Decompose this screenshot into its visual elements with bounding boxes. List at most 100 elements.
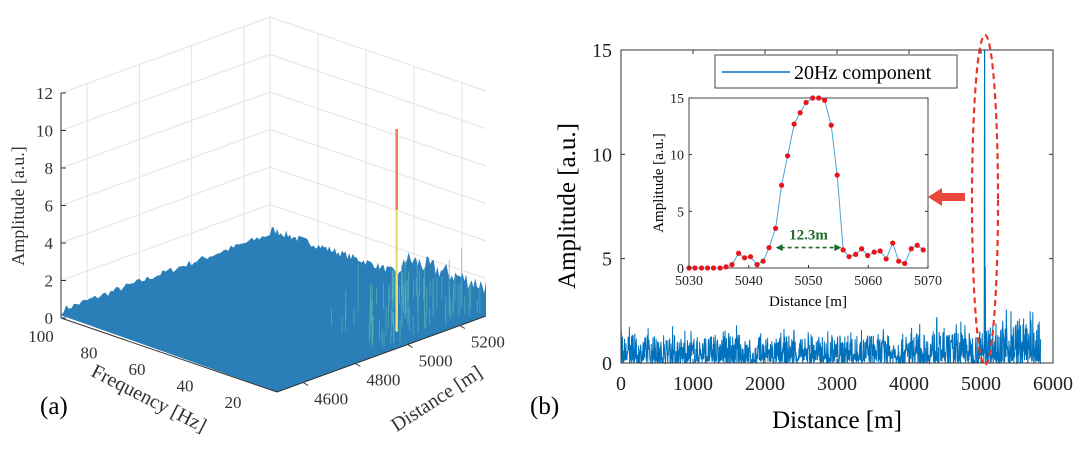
annotation-label: 12.3m (789, 228, 828, 244)
x-tick-label: 5000 (961, 373, 1001, 395)
z-tick-label: 10 (36, 122, 53, 141)
inset-data-point (877, 248, 883, 254)
distance-tick-label: 5000 (419, 352, 453, 371)
inset-data-point (914, 242, 920, 248)
distance-tick (459, 325, 466, 329)
inset-data-point (908, 246, 914, 252)
panel-label-b: (b) (530, 393, 559, 420)
distance-tick (407, 344, 413, 348)
inset-data-point (704, 265, 711, 271)
frequency-tick-label: 80 (81, 343, 98, 362)
frequency-tick-label: 20 (225, 393, 242, 412)
inset-data-point (735, 250, 742, 256)
inset-data-point (853, 251, 859, 257)
x-tick-label: 1000 (673, 373, 713, 395)
inset-data-point (729, 262, 735, 268)
inset-data-point (822, 97, 828, 103)
x-tick-label: 0 (616, 373, 626, 395)
frequency-tick-label: 60 (129, 360, 146, 379)
inset-y-tick-label: 0 (677, 262, 684, 277)
main-y-axis-title: Amplitude [a.u.] (554, 123, 581, 289)
inset-data-point (810, 95, 816, 101)
inset-background (688, 97, 929, 269)
inset-data-point (791, 121, 797, 127)
inset-x-axis-title: Distance [m] (769, 294, 847, 310)
frequency-tick-label: 40 (177, 376, 194, 395)
line-plot-main: 0 1000 2000 3000 4000 5000 6000 0 5 10 15 Distance… (554, 33, 1073, 434)
inset-data-point (865, 252, 871, 259)
inset-x-tick-label: 5060 (854, 274, 882, 289)
legend: 20Hz component (714, 54, 958, 89)
inset-data-point (747, 254, 754, 260)
y-axis-title: Distance [m] (387, 361, 486, 436)
z-tick-label: 8 (45, 159, 54, 178)
inset-data-point (773, 225, 779, 231)
main-x-axis-title: Distance [m] (772, 407, 902, 434)
inset-data-point (902, 260, 908, 267)
surface-3d (61, 129, 486, 392)
inset-data-point (834, 172, 840, 178)
highlight-ellipse (970, 33, 1000, 367)
z-axis-title: Amplitude [a.u.] (8, 146, 28, 265)
surface-plot-3d: 0 2 4 6 8 10 12 100 80 60 40 20 4600 4800 5000 5200 Amp… (8, 16, 505, 437)
inset-y-tick-label: 10 (670, 149, 684, 164)
inset-ticks: 5030 5040 5050 5060 5070 0 5 10 15 (670, 92, 942, 289)
grid-line (60, 128, 487, 206)
inset-data-point (754, 262, 760, 268)
inset-data-point (784, 153, 791, 159)
distance-tick-label: 5200 (471, 333, 505, 352)
z-tick-label: 4 (45, 234, 54, 253)
inset-x-tick-label: 5040 (735, 274, 763, 289)
inset-data-point (828, 122, 834, 128)
inset-data-point (779, 182, 785, 188)
inset-data-point (890, 240, 896, 246)
main-ticks: 0 1000 2000 3000 4000 5000 6000 0 5 10 15 (592, 40, 1073, 395)
pointer-arrow (928, 188, 965, 206)
inset-x-tick-label: 5070 (914, 274, 942, 289)
grid-line (60, 16, 487, 94)
series-20hz-line (620, 49, 1042, 365)
inset-data-point (840, 247, 846, 253)
inset-x-tick-label: 5050 (795, 274, 823, 289)
y-tick-label: 15 (592, 40, 612, 62)
y-tick-label: 5 (602, 249, 612, 271)
inset-data-point (760, 258, 766, 264)
inset-plot: 5030 5040 5050 5060 5070 0 5 10 15 12.3m Distanc… (651, 92, 942, 310)
inset-data-point (920, 247, 926, 253)
grid-line (60, 91, 487, 169)
x-axis-line (60, 317, 278, 393)
inset-data-point (803, 99, 809, 106)
surface-body (61, 227, 486, 392)
x-tick-label: 2000 (745, 373, 785, 395)
frequency-tick-label: 100 (28, 327, 54, 346)
x-tick-label: 4000 (889, 373, 929, 395)
distance-tick-label: 4800 (366, 371, 400, 390)
inset-data-point (692, 265, 698, 271)
axes-3d: 0 2 4 6 8 10 12 100 80 60 40 20 4600 4800 5000 5200 (28, 84, 505, 412)
legend-label: 20Hz component (794, 62, 932, 84)
inset-data-point (717, 265, 723, 271)
z-tick-label: 6 (45, 197, 54, 216)
z-tick-label: 2 (45, 272, 54, 291)
inset-y-tick-label: 15 (670, 92, 684, 107)
distance-tick (302, 382, 309, 386)
inset-y-axis-title: Amplitude [a.u.] (651, 133, 667, 233)
x-axis-title: Frequency [Hz] (88, 360, 210, 437)
panel-label-a: (a) (40, 393, 68, 420)
inset-data-point (816, 95, 822, 101)
y-axis-line (276, 315, 487, 393)
inset-data-point (871, 249, 877, 255)
inset-data-point (741, 255, 748, 261)
inset-data-point (723, 264, 729, 270)
fwhm-annotation: 12.3m (775, 228, 842, 252)
inset-data-point (710, 265, 717, 271)
y-tick-label: 0 (602, 353, 612, 375)
inset-data-point (797, 110, 803, 116)
x-tick-label: 6000 (1033, 373, 1073, 395)
inset-data-point (859, 246, 865, 252)
inset-markers (686, 95, 926, 271)
inset-data-point (766, 245, 772, 251)
inset-data-point (896, 258, 902, 264)
z-tick-label: 12 (36, 84, 53, 103)
